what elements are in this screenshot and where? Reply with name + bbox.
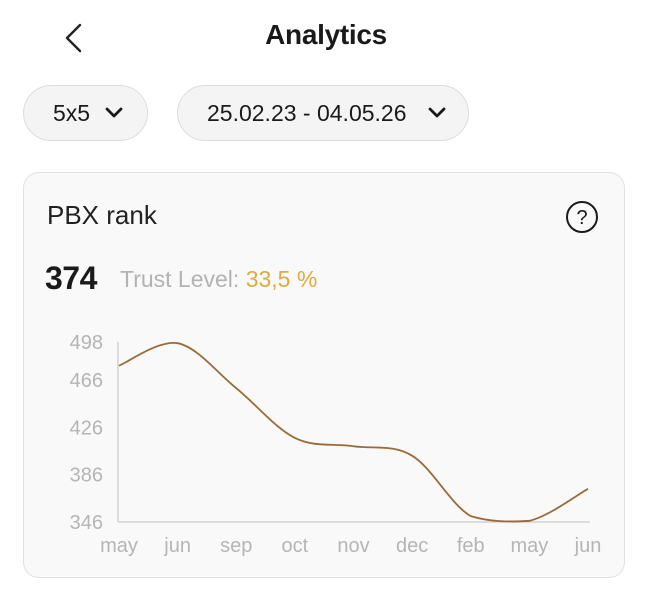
- size-select-value: 5x5: [53, 99, 91, 126]
- y-tick-label: 346: [70, 512, 103, 534]
- svg-text:?: ?: [576, 207, 587, 229]
- date-range-value: 25.02.23 - 04.05.26: [207, 99, 407, 126]
- date-range-select[interactable]: 25.02.23 - 04.05.26: [177, 85, 469, 141]
- chevron-down-icon: [105, 107, 123, 118]
- x-tick-label: jun: [163, 535, 191, 557]
- series-line: [118, 342, 589, 523]
- question-circle-icon: ?: [566, 201, 598, 233]
- y-tick-label: 466: [70, 370, 103, 392]
- x-tick-label: may: [100, 535, 138, 557]
- trust-level-value: 33,5 %: [245, 266, 318, 292]
- card-title: PBX rank: [47, 200, 157, 230]
- x-tick-label: feb: [457, 535, 485, 557]
- rank-chart: 346 386 426 466 498 may jun sep oct nov dec feb may j…: [70, 332, 602, 557]
- back-button[interactable]: [54, 18, 94, 58]
- trust-level: Trust Level: 33,5 %: [120, 266, 317, 293]
- header: Analytics: [0, 0, 652, 76]
- x-tick-label: jun: [574, 535, 602, 557]
- rank-card: PBX rank ? 374 Trust Level: 33,5 % 346 38…: [23, 172, 625, 578]
- help-button[interactable]: ?: [565, 200, 599, 234]
- trust-level-label: Trust Level:: [120, 266, 240, 292]
- x-tick-label: may: [510, 535, 548, 557]
- size-select[interactable]: 5x5: [23, 85, 148, 141]
- chevron-down-icon: [428, 107, 445, 118]
- chevron-left-icon: [65, 23, 82, 53]
- page-title: Analytics: [265, 19, 387, 50]
- y-tick-label: 386: [70, 465, 103, 487]
- y-tick-label: 498: [70, 332, 103, 354]
- x-tick-label: nov: [337, 535, 369, 557]
- x-tick-label: dec: [396, 535, 428, 557]
- y-tick-label: 426: [70, 417, 103, 439]
- x-tick-label: sep: [220, 535, 252, 557]
- rank-value: 374: [45, 260, 97, 296]
- x-tick-label: oct: [282, 535, 309, 557]
